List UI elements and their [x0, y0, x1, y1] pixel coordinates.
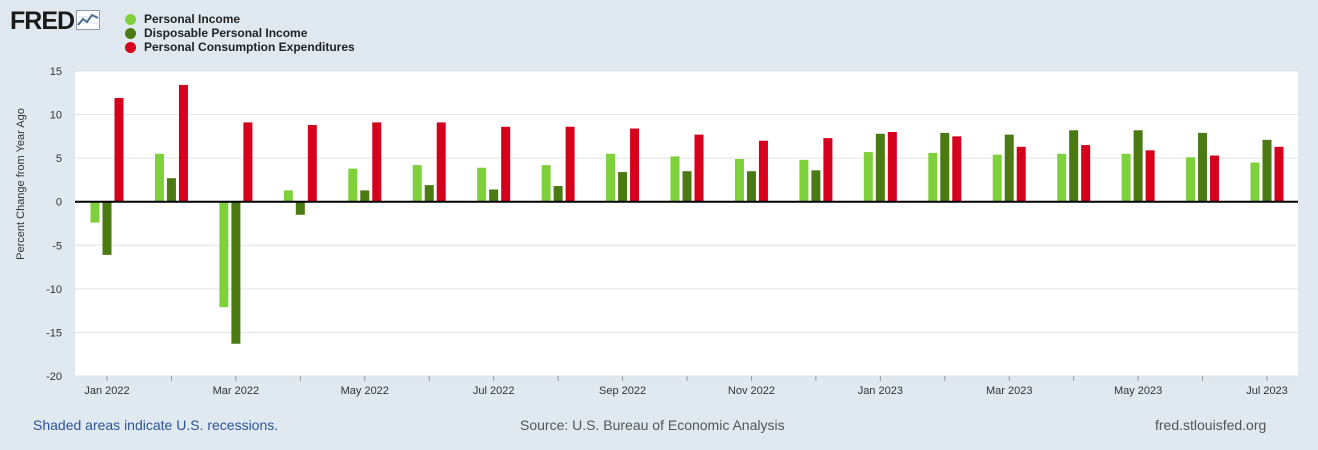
- legend-label: Personal Consumption Expenditures: [144, 40, 355, 54]
- bar[interactable]: [1274, 146, 1284, 202]
- x-axis-ticks: Jan 2022 Mar 2022 May 2022 Jul 2022 Sep 2022…: [84, 376, 1288, 397]
- bar[interactable]: [1250, 162, 1260, 202]
- x-tick-label: Mar 2022: [213, 385, 259, 397]
- bar[interactable]: [887, 132, 897, 202]
- bar-chart[interactable]: 15 10 5 0 -5 -10 -15 -20 Jan 2022 Mar 2022 May 20…: [0, 0, 1318, 410]
- x-tick-label: Sep 2022: [599, 385, 646, 397]
- x-tick-label: May 2023: [1114, 385, 1162, 397]
- bar[interactable]: [436, 122, 446, 202]
- bar[interactable]: [489, 189, 499, 202]
- bar[interactable]: [811, 170, 821, 202]
- legend-swatch: [125, 41, 136, 53]
- bar[interactable]: [618, 172, 628, 202]
- bar[interactable]: [219, 201, 229, 308]
- y-tick-label: -15: [46, 327, 62, 339]
- bar[interactable]: [875, 133, 885, 202]
- bar[interactable]: [952, 136, 962, 202]
- bar[interactable]: [372, 122, 382, 202]
- source-text: Source: U.S. Bureau of Economic Analysis: [520, 417, 785, 433]
- bar[interactable]: [424, 185, 434, 202]
- x-tick-label: May 2022: [341, 385, 389, 397]
- bar[interactable]: [758, 140, 768, 202]
- x-tick-label: Nov 2022: [728, 385, 775, 397]
- legend-label: Personal Income: [144, 12, 241, 26]
- fred-logo-text: FRED: [10, 7, 75, 35]
- bar[interactable]: [501, 126, 511, 202]
- bar[interactable]: [1133, 130, 1143, 202]
- bar[interactable]: [154, 153, 164, 202]
- bar[interactable]: [670, 156, 680, 202]
- bar[interactable]: [307, 125, 317, 202]
- y-tick-label: 0: [56, 197, 62, 209]
- bar[interactable]: [90, 201, 100, 223]
- bar[interactable]: [412, 165, 422, 202]
- bar[interactable]: [1186, 157, 1196, 202]
- site-link[interactable]: fred.stlouisfed.org: [1155, 417, 1267, 433]
- y-tick-label: 5: [56, 153, 62, 165]
- bar[interactable]: [928, 152, 938, 202]
- x-tick-label: Jul 2022: [473, 385, 515, 397]
- bar[interactable]: [1016, 146, 1026, 202]
- bar[interactable]: [1210, 155, 1220, 202]
- fred-graph-icon: [76, 10, 101, 30]
- bar[interactable]: [1262, 139, 1272, 202]
- bar[interactable]: [1198, 132, 1208, 202]
- bar[interactable]: [992, 154, 1002, 202]
- plot-area: [75, 71, 1298, 376]
- legend-item-personal-income[interactable]: Personal Income: [125, 12, 355, 26]
- legend-swatch: [125, 13, 136, 25]
- bar[interactable]: [682, 171, 692, 202]
- bar[interactable]: [178, 84, 188, 202]
- y-tick-label: -5: [52, 240, 62, 252]
- bar[interactable]: [102, 201, 112, 255]
- bar-series: [90, 84, 1284, 344]
- x-tick-label: Jan 2023: [858, 385, 903, 397]
- y-tick-label: -20: [46, 371, 62, 383]
- bar[interactable]: [1004, 134, 1014, 202]
- bar[interactable]: [1069, 130, 1079, 202]
- bar[interactable]: [360, 190, 370, 202]
- bar[interactable]: [1057, 153, 1067, 202]
- bar[interactable]: [295, 201, 305, 215]
- y-tick-label: 10: [50, 110, 62, 122]
- bar[interactable]: [1081, 145, 1091, 202]
- y-axis-ticks: 15 10 5 0 -5 -10 -15 -20: [46, 66, 62, 383]
- bar[interactable]: [565, 126, 575, 202]
- bar[interactable]: [541, 165, 551, 202]
- x-tick-label: Mar 2023: [986, 385, 1032, 397]
- legend-swatch: [125, 27, 136, 39]
- bar[interactable]: [694, 134, 704, 202]
- bar[interactable]: [283, 190, 293, 202]
- bar[interactable]: [553, 186, 563, 202]
- bar[interactable]: [114, 98, 124, 202]
- bar[interactable]: [231, 201, 241, 344]
- bar[interactable]: [606, 153, 616, 202]
- fred-logo[interactable]: FRED: [10, 7, 101, 35]
- bar[interactable]: [746, 171, 756, 202]
- bar[interactable]: [630, 128, 640, 202]
- bar[interactable]: [1121, 153, 1131, 202]
- bar[interactable]: [799, 159, 809, 202]
- legend-label: Disposable Personal Income: [144, 26, 308, 40]
- bar[interactable]: [940, 132, 950, 202]
- recession-note-link[interactable]: Shaded areas indicate U.S. recessions.: [33, 417, 279, 433]
- bar[interactable]: [734, 159, 744, 202]
- bar[interactable]: [348, 168, 358, 202]
- legend-item-personal-consumption-expenditures[interactable]: Personal Consumption Expenditures: [125, 40, 355, 54]
- x-tick-label: Jan 2022: [84, 385, 129, 397]
- x-tick-label: Jul 2023: [1246, 385, 1288, 397]
- bar[interactable]: [166, 178, 176, 202]
- chart-legend: Personal Income Disposable Personal Inco…: [125, 12, 355, 54]
- y-tick-label: 15: [50, 66, 62, 78]
- legend-item-disposable-personal-income[interactable]: Disposable Personal Income: [125, 26, 355, 40]
- bar[interactable]: [1145, 150, 1155, 202]
- bar[interactable]: [243, 122, 253, 202]
- bar[interactable]: [823, 138, 833, 202]
- bar[interactable]: [477, 167, 487, 202]
- y-tick-label: -10: [46, 284, 62, 296]
- bar[interactable]: [863, 152, 873, 202]
